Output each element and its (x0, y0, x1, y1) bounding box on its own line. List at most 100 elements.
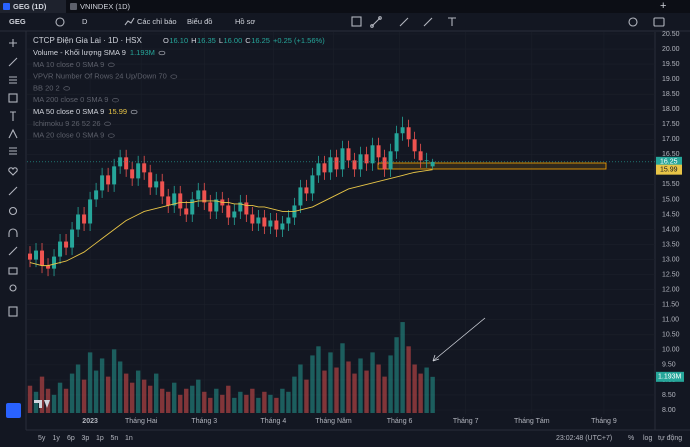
indicator-name[interactable]: MA 200 close 0 SMA 9 (33, 95, 108, 104)
left-toolbar[interactable] (8, 39, 18, 317)
candle-body (184, 208, 189, 215)
candle-body (424, 160, 429, 162)
ohlc-value: 16.35 (197, 36, 216, 45)
snapshot-button[interactable] (653, 17, 665, 27)
visibility-icon[interactable] (107, 62, 115, 67)
volume-bar (220, 394, 225, 413)
visibility-icon[interactable] (104, 121, 111, 126)
visibility-icon[interactable] (158, 50, 166, 56)
x-tick-label: Tháng 6 (387, 418, 413, 425)
x-tick-label: Tháng Năm (315, 418, 352, 425)
range-button[interactable]: 6p (67, 435, 75, 442)
ma50-line (29, 169, 433, 267)
layout-button[interactable]: Hồ sơ (235, 17, 255, 26)
auto-toggle[interactable]: tự động (658, 435, 682, 442)
candle-body (82, 214, 87, 224)
range-button[interactable]: 5y (38, 435, 46, 442)
candle-body (412, 139, 417, 152)
indicator-name[interactable]: Volume - Khối lượng SMA 9 (33, 48, 126, 57)
volume-bar (250, 388, 255, 413)
y-tick-label: 18.00 (662, 106, 680, 113)
volume-bar (75, 364, 81, 413)
range-button[interactable]: 3p (82, 435, 90, 442)
interval[interactable]: D (82, 17, 88, 26)
log-toggle[interactable]: log (643, 435, 652, 442)
y-tick-label: 20.00 (662, 46, 680, 53)
volume-last-box (656, 371, 684, 382)
candle-body (202, 190, 207, 203)
volume-bar (57, 382, 63, 413)
x-tick-label: Tháng 7 (453, 418, 479, 425)
visibility-icon[interactable] (63, 86, 71, 91)
volume-bar (400, 322, 405, 413)
indicator-name[interactable]: MA 50 close 0 SMA 9 (33, 107, 104, 116)
candle-body (274, 220, 279, 230)
y-tick-label: 8.00 (662, 407, 676, 414)
ma-price-box (656, 164, 682, 175)
volume-bar (346, 361, 351, 413)
legend: O 16.10 H 16.35 L 16.00 C 16.25 +0.25 (+1.56%) Vo… (33, 36, 325, 140)
symbol[interactable]: GEG (9, 17, 26, 26)
footer: 5y 1y 6p 3p 1p 5n 1n (38, 435, 133, 442)
indicator-name[interactable]: MA 10 close 0 SMA 9 (33, 60, 104, 69)
indicators-button[interactable]: Các chỉ báo (137, 17, 177, 26)
y-tick-label: 19.00 (662, 76, 680, 83)
volume-bar (141, 379, 147, 413)
volume-bar (69, 373, 75, 413)
indicator-name[interactable]: BB 20 2 (33, 83, 60, 92)
x-tick-label: Tháng 4 (261, 418, 287, 425)
candle-body (100, 175, 105, 191)
volume-bar (99, 358, 105, 413)
y-tick-label: 13.50 (662, 241, 680, 248)
settings-button[interactable] (628, 17, 638, 27)
indicator-name[interactable]: MA 20 close 0 SMA 9 (33, 131, 104, 140)
tab-label[interactable]: GEG (1D) (13, 2, 47, 11)
visibility-icon[interactable] (170, 74, 178, 79)
candle-body (280, 223, 285, 230)
y-tick-label: 9.50 (662, 362, 676, 369)
indicator-name[interactable]: Ichimoku 9 26 52 26 (33, 119, 101, 128)
candle-body (262, 217, 267, 227)
new-tab[interactable]: + (660, 0, 666, 12)
tab-active[interactable] (0, 0, 66, 13)
volume-bar (232, 397, 237, 413)
last-price-label: 16.25 (660, 159, 678, 166)
tab-label[interactable]: VNINDEX (1D) (80, 2, 131, 11)
indicator-name[interactable]: VPVR Number Of Rows 24 Up/Down 70 (33, 72, 167, 81)
volume-bar (340, 343, 345, 413)
candle-body (58, 241, 63, 257)
volume-bar (334, 367, 339, 413)
candle-body (388, 151, 393, 170)
favorites-button[interactable] (6, 403, 21, 418)
ohlc-value: 16.25 (251, 36, 270, 45)
drawn-arrow[interactable] (432, 317, 486, 362)
candle-body (148, 172, 153, 188)
compare-button[interactable] (55, 17, 65, 27)
range-button[interactable]: 1y (53, 435, 61, 442)
range-button[interactable]: 1n (125, 435, 133, 442)
percent-toggle[interactable]: % (628, 435, 634, 442)
tab-icon (3, 3, 10, 10)
price-pane (27, 116, 655, 277)
drawing-tools[interactable] (351, 16, 456, 28)
drawn-arrow-head (432, 354, 440, 362)
visibility-icon[interactable] (112, 98, 119, 103)
change: +0.25 (+1.56%) (273, 36, 325, 45)
x-tick-label: Tháng 3 (191, 418, 217, 425)
visibility-icon[interactable] (107, 133, 115, 138)
volume-bar (286, 391, 291, 413)
volume-bar (190, 385, 195, 413)
drawn-rectangle[interactable] (377, 162, 607, 170)
y-tick-label: 15.50 (662, 181, 680, 188)
y-tick-label: 12.00 (662, 287, 680, 294)
candle-body (364, 154, 369, 164)
chart-type-button[interactable]: Biểu đồ (187, 17, 212, 26)
ohlc-letter: O (163, 36, 169, 45)
range-button[interactable]: 5n (111, 435, 119, 442)
range-button[interactable]: 1p (96, 435, 104, 442)
volume-bar (268, 394, 273, 413)
visibility-icon[interactable] (130, 109, 138, 115)
volume-bar (63, 388, 69, 413)
y-tick-label: 15.00 (662, 196, 680, 203)
candle-body (94, 190, 99, 200)
